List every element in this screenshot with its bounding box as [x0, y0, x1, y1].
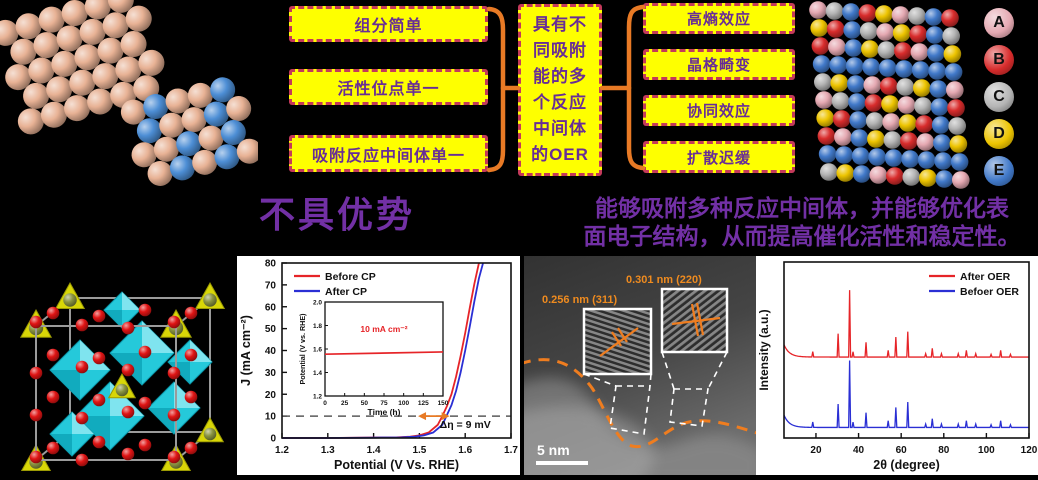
element-A-sphere: A	[984, 8, 1014, 38]
svg-text:80: 80	[938, 445, 950, 456]
svg-text:70: 70	[265, 280, 277, 291]
caption-advantage: 能够吸附多种反应中间体，并能够优化表 面电子结构，从而提高催化活性和稳定性。	[566, 194, 1038, 250]
inset-ylabel: Potential (V vs. RHE)	[298, 313, 307, 385]
tem-dspacing-left-label: 0.256 nm (311)	[542, 294, 618, 306]
element-B-sphere: B	[984, 45, 1014, 75]
svg-text:30: 30	[265, 368, 277, 379]
svg-text:60: 60	[896, 445, 908, 456]
svg-text:75: 75	[380, 400, 388, 407]
hrtem-image-panel: 0.256 nm (311) 0.301 nm (220) 5 nm	[524, 256, 756, 475]
svg-text:25: 25	[341, 400, 349, 407]
svg-text:40: 40	[853, 445, 865, 456]
tem-inset-left	[582, 307, 653, 376]
flow-box-synergistic-effect: 协同效应	[643, 95, 795, 126]
inset-current-density-label: 10 mA cm⁻²	[360, 324, 407, 334]
svg-text:40: 40	[265, 346, 277, 357]
left-bracket	[486, 6, 506, 173]
xrd-series-2	[783, 290, 1029, 358]
svg-text:125: 125	[418, 400, 429, 407]
inset-xlabel: Time (h)	[368, 407, 401, 417]
svg-text:2.0: 2.0	[313, 299, 322, 306]
svg-text:1.2: 1.2	[313, 393, 322, 400]
svg-text:0: 0	[323, 400, 327, 407]
svg-text:60: 60	[265, 302, 277, 313]
xrd-plot-panel: 20 40 60 80 100 120 After OER Befoer OER 2θ (deg…	[756, 256, 1038, 475]
flow-box-high-entropy-effect: 高熵效应	[643, 3, 795, 34]
tem-sample-region-left	[609, 385, 651, 435]
flow-box-oer-multiple-intermediates: 具有不同吸附能的多个反应中间体的OER	[518, 4, 602, 176]
high-entropy-alloy-lattice-illustration	[809, 1, 970, 189]
xrd-legend-1: After OER	[960, 271, 1011, 283]
svg-text:50: 50	[361, 400, 369, 407]
lsv-xlabel: Potential (V Vs. RHE)	[334, 458, 459, 472]
xrd-xlabel: 2θ (degree)	[873, 458, 940, 472]
svg-text:100: 100	[398, 400, 409, 407]
svg-text:0: 0	[270, 434, 276, 445]
metal-nanoparticle-clusters-illustration	[0, 0, 258, 186]
svg-text:10: 10	[265, 412, 277, 423]
svg-text:100: 100	[978, 445, 995, 456]
caption-advantage-line2: 面电子结构，从而提高催化活性和稳定性。	[583, 223, 1021, 249]
hrtem-overlay	[524, 256, 756, 475]
flow-box-single-intermediate: 吸附反应中间体单一	[289, 135, 488, 172]
bimetallic-cluster	[120, 77, 258, 186]
svg-text:1.4: 1.4	[313, 370, 322, 377]
svg-text:150: 150	[438, 400, 449, 407]
flow-box-lattice-distortion: 晶格畸变	[643, 49, 795, 80]
lsv-plot-panel: 1.2 1.3 1.4 1.5 1.6 1.7 0 10 20 30 40 50 60 70 80 Befor…	[237, 256, 520, 475]
flow-box-sluggish-diffusion: 扩散迟缓	[643, 141, 795, 173]
svg-text:1.4: 1.4	[367, 445, 381, 456]
svg-text:1.6: 1.6	[458, 445, 472, 456]
caption-no-advantage: 不具优势	[258, 194, 415, 235]
svg-text:1.3: 1.3	[321, 445, 335, 456]
caption-advantage-line1: 能够吸附多种反应中间体，并能够优化表	[595, 195, 1009, 221]
svg-text:1.5: 1.5	[412, 445, 426, 456]
lsv-legend-1: Before CP	[325, 271, 376, 283]
svg-text:80: 80	[265, 259, 277, 270]
lsv-overpotential-annotation: Δη = 9 mV	[440, 419, 491, 431]
element-E-sphere: E	[984, 156, 1014, 186]
lsv-plot: 1.2 1.3 1.4 1.5 1.6 1.7 0 10 20 30 40 50 60 70 80 Befor…	[237, 256, 520, 475]
svg-text:1.7: 1.7	[504, 445, 518, 456]
particle-boundary-dashed	[524, 358, 756, 449]
tem-dspacing-right-label: 0.301 nm (220)	[626, 274, 702, 286]
lsv-ylabel: J (mA cm⁻²)	[239, 315, 253, 386]
svg-text:1.2: 1.2	[275, 445, 289, 456]
svg-text:120: 120	[1021, 445, 1038, 456]
element-C-sphere: C	[984, 82, 1014, 112]
tem-scalebar	[536, 461, 588, 465]
spinel-crystal-structure-illustration	[19, 281, 226, 471]
lsv-legend-2: After CP	[325, 286, 367, 298]
xrd-plot: 20 40 60 80 100 120 After OER Befoer OER 2θ (deg…	[756, 256, 1038, 475]
tem-sample-region-right	[669, 388, 709, 427]
tem-scalebar-label: 5 nm	[537, 442, 570, 458]
monometallic-cluster	[0, 0, 165, 135]
inset-chronopotentiometry-line	[324, 351, 444, 356]
svg-text:20: 20	[265, 390, 277, 401]
svg-text:1.8: 1.8	[313, 323, 322, 330]
flow-brackets	[486, 4, 646, 173]
xrd-ylabel: Intensity (a.u.)	[757, 309, 771, 390]
flow-box-single-active-site: 活性位点单一	[289, 69, 488, 105]
svg-text:20: 20	[810, 445, 822, 456]
svg-text:1.6: 1.6	[313, 346, 322, 353]
svg-text:50: 50	[265, 324, 277, 335]
element-D-sphere: D	[984, 119, 1014, 149]
xrd-legend-2: Befoer OER	[960, 286, 1019, 298]
flow-box-simple-composition: 组分简单	[289, 6, 488, 42]
xrd-series-1	[783, 360, 1029, 429]
